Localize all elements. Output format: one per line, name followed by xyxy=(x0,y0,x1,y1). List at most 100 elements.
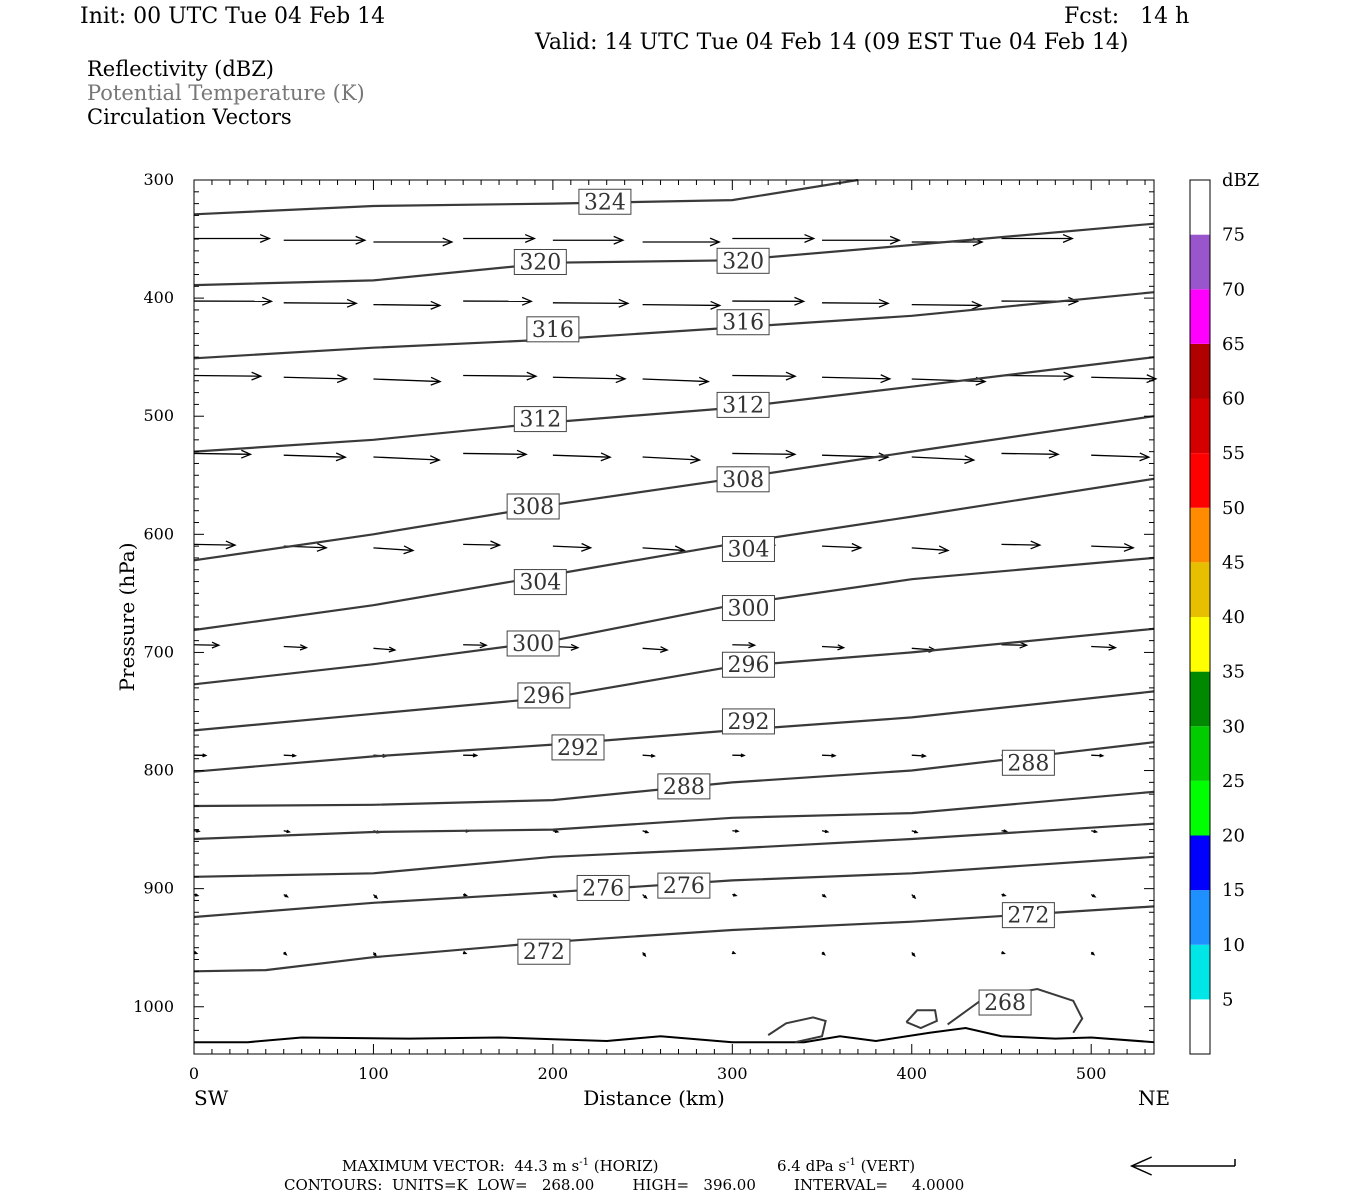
vector-head xyxy=(1068,296,1080,306)
contour-label: 320 xyxy=(722,249,764,274)
x-axis-label: Distance (km) xyxy=(583,1086,725,1110)
colorbar-tick-label: 45 xyxy=(1222,552,1245,573)
vector-head xyxy=(225,540,237,550)
contour-label-box xyxy=(721,535,775,562)
circulation-vector xyxy=(283,376,347,380)
max-vector-horiz-prefix: MAXIMUM VECTOR: 44.3 m s xyxy=(342,1157,580,1175)
circulation-vectors xyxy=(193,233,1158,958)
vector-head xyxy=(388,646,397,653)
colorbar-segment xyxy=(1190,507,1210,563)
y-tick-label: 600 xyxy=(143,524,174,543)
colorbar-tick-label: 60 xyxy=(1222,389,1245,410)
circulation-vector xyxy=(1001,543,1040,546)
circulation-vector xyxy=(463,452,527,455)
vector-head xyxy=(240,449,253,459)
isentrope-316 xyxy=(193,291,1155,360)
vector-head xyxy=(1108,643,1118,651)
vector-head xyxy=(822,893,827,898)
vector-head xyxy=(710,300,722,310)
circulation-vector xyxy=(1091,454,1149,458)
vector-head xyxy=(1099,753,1105,758)
vector-head xyxy=(804,233,816,243)
colorbar-tick-label: 75 xyxy=(1222,225,1245,246)
contour-label-box xyxy=(716,309,770,336)
contour-label-box xyxy=(526,316,580,343)
vector-head xyxy=(211,641,221,649)
colorbar-segment xyxy=(1190,726,1210,781)
vector-head xyxy=(429,455,441,465)
y-tick-label: 800 xyxy=(143,761,174,780)
circulation-vector xyxy=(373,456,440,461)
isentrope-300 xyxy=(193,556,1155,686)
contour-label: 272 xyxy=(523,940,565,965)
colorbar-tick-label: 20 xyxy=(1222,826,1245,847)
x-tick-label: 400 xyxy=(896,1064,927,1083)
contour-label-box xyxy=(576,874,630,901)
contour-label-box xyxy=(513,248,567,275)
vector-head xyxy=(1048,449,1060,459)
isentrope-276 xyxy=(193,855,1155,919)
circulation-vector xyxy=(1091,754,1103,757)
vector-head xyxy=(1003,829,1009,833)
vector-head xyxy=(831,753,837,758)
vector-head xyxy=(316,542,328,552)
vector-head xyxy=(403,545,415,555)
vector-head xyxy=(837,644,846,651)
colorbar-tick-label: 10 xyxy=(1222,935,1245,956)
vector-head xyxy=(615,374,627,384)
x-tick-label: 0 xyxy=(189,1064,199,1083)
colorbar-segment xyxy=(1190,671,1210,727)
valid-time: Valid: 14 UTC Tue 04 Feb 14 (09 EST Tue … xyxy=(535,30,1129,55)
circulation-vector xyxy=(642,754,655,757)
colorbar-tick-label: 25 xyxy=(1222,771,1245,792)
y-tick-label: 300 xyxy=(143,170,174,189)
vector-head xyxy=(373,894,379,900)
colorbar-tick-label: 30 xyxy=(1222,716,1245,737)
y-tick-label: 900 xyxy=(143,879,174,898)
vector-head xyxy=(194,893,200,897)
contour-label: 312 xyxy=(722,393,764,418)
colorbar-segment xyxy=(1190,234,1210,290)
isentrope-312 xyxy=(193,356,1155,453)
contour-label: 304 xyxy=(727,537,769,562)
forecast-hour: Fcst: 14 h xyxy=(1064,4,1190,29)
contour-label-box xyxy=(551,734,605,761)
circulation-vector xyxy=(642,456,700,461)
contour-label-box xyxy=(657,872,711,899)
circulation-vector xyxy=(1001,644,1027,646)
isentrope-320 xyxy=(193,222,1155,287)
vector-head xyxy=(526,371,538,381)
vector-head xyxy=(335,452,347,462)
isentrope-280 xyxy=(193,822,1155,878)
contour-label-box xyxy=(1001,902,1055,929)
vector-head xyxy=(600,452,612,462)
circulation-vector xyxy=(552,302,628,305)
contour-label: 292 xyxy=(557,736,599,761)
max-vector-text: MAXIMUM VECTOR: 44.3 m s-1 (HORIZ) xyxy=(342,1157,658,1175)
endpoint-right: NE xyxy=(1138,1086,1170,1110)
vector-head xyxy=(921,753,927,758)
x-tick-label: 500 xyxy=(1076,1064,1107,1083)
vector-head xyxy=(785,449,797,459)
vector-head xyxy=(336,374,349,384)
terrain-and-low-contours xyxy=(194,988,1155,1044)
contour-label: 304 xyxy=(519,571,561,596)
circulation-vector xyxy=(822,376,890,380)
isentrope-292 xyxy=(193,690,1155,773)
isentrope-308 xyxy=(193,415,1155,562)
circulation-vector xyxy=(1091,376,1156,380)
colorbar: 5 10 15 20 25 30 35 40 45 50 55 60 65 70 75 dBZ xyxy=(1189,170,1259,1055)
contour-label-box xyxy=(721,651,775,678)
vector-head xyxy=(251,371,263,381)
vector-head xyxy=(202,753,208,758)
contours-info: CONTOURS: UNITS=K LOW= 268.00 HIGH= 396.… xyxy=(284,1176,965,1194)
field-reflectivity: Reflectivity (dBZ) xyxy=(87,57,275,81)
y-axis-label: Pressure (hPa) xyxy=(115,543,139,692)
vector-head xyxy=(824,829,830,834)
vector-head xyxy=(821,951,826,956)
circulation-vector xyxy=(911,547,949,552)
circulation-vector xyxy=(552,376,626,380)
circulation-vector xyxy=(822,754,836,757)
vector-head xyxy=(734,829,740,833)
circulation-vector xyxy=(193,452,251,455)
